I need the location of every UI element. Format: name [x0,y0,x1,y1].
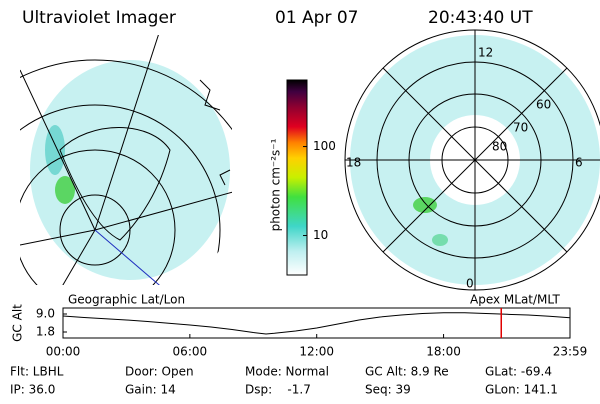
status-field: GLat: -69.4 [485,365,552,379]
time: 20:43:40 UT [428,8,533,28]
instrument: Ultraviolet Imager [22,8,176,28]
mlt-label: 0 [466,277,474,291]
status-field: Gain: 14 [125,383,176,397]
status-field: Flt: LBHL [10,365,64,379]
x-tick-label: 00:00 [46,345,81,359]
status-field: GC Alt: 8.9 Re [365,365,449,379]
status-field: Mode: Normal [245,365,329,379]
alt-plot-frame [62,307,571,339]
status-field: IP: 36.0 [10,383,55,397]
status-field: Seq: 39 [365,383,411,397]
mlt-label: 6 [575,156,583,170]
x-tick-label: 18:00 [426,345,461,359]
lat-label: 70 [513,121,528,135]
polar-plot [344,29,600,291]
status-field: Door: Open [125,365,194,379]
colorbar [286,79,308,276]
colorbar-label: photon cm⁻²s⁻¹ [269,138,283,231]
colorbar-tick-label: 100 [313,139,336,153]
x-tick-label: 23:59 [553,345,588,359]
date: 01 Apr 07 [275,8,358,28]
mlt-label: 18 [346,156,361,170]
mlt-label: 12 [478,46,493,60]
status-field: GLon: 141.1 [485,383,558,397]
polar-label: Apex MLat/MLT [470,293,560,307]
y-axis-label: GC Alt [11,304,25,342]
y-tick-label: 9.0 [36,307,55,321]
x-tick-label: 12:00 [299,345,334,359]
lat-label: 80 [492,140,507,154]
x-tick-label: 06:00 [173,345,208,359]
lat-label: 60 [536,98,551,112]
colorbar-tick-label: 10 [313,228,328,242]
y-tick-label: 1.8 [36,325,55,339]
alt-line [62,312,571,335]
geo-map [20,35,232,285]
status-field: Dsp: -1.7 [245,383,311,397]
geo-label: Geographic Lat/Lon [68,293,185,307]
